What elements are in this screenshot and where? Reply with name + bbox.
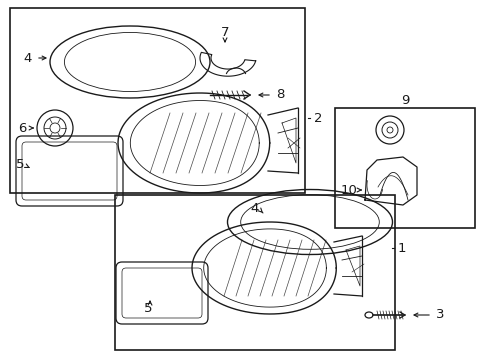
Bar [115,195,394,350]
Text: 8: 8 [275,89,284,102]
Text: 6: 6 [18,122,26,135]
Text: 4: 4 [250,202,259,215]
Bar [10,8,305,193]
Text: 2: 2 [313,112,322,125]
Text: 3: 3 [435,309,443,321]
Text: 5: 5 [143,302,152,315]
Text: 10: 10 [340,184,357,197]
Text: 7: 7 [220,27,229,40]
Text: 4: 4 [24,51,32,64]
Bar [334,108,474,228]
Text: 9: 9 [400,94,408,107]
Text: 1: 1 [397,242,406,255]
Text: 5: 5 [16,158,24,171]
